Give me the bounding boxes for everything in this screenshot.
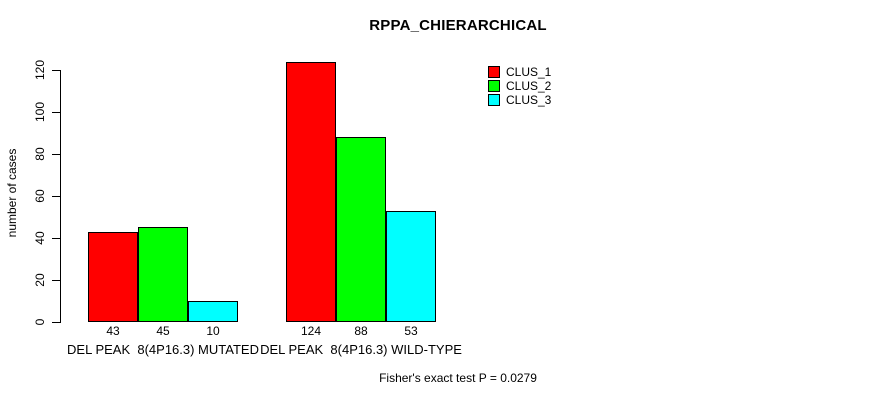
y-tick-label: 20 — [33, 273, 47, 287]
y-tick-mark — [52, 322, 60, 323]
bar-clus_1-group1 — [88, 232, 138, 322]
bar-clus_2-group2 — [336, 137, 386, 322]
y-tick-mark — [52, 196, 60, 197]
bar-clus_3-group1 — [188, 301, 238, 322]
y-tick-label: 80 — [33, 147, 47, 161]
bar-clus_1-group2 — [286, 62, 336, 322]
y-tick-label: 100 — [33, 101, 47, 123]
legend-label: CLUS_3 — [506, 93, 552, 107]
bar-value-label: 88 — [354, 324, 368, 338]
y-tick-mark — [52, 280, 60, 281]
y-tick-label: 0 — [33, 318, 47, 326]
legend-swatch — [488, 66, 500, 78]
group-label: DEL PEAK 8(4P16.3) WILD-TYPE — [260, 342, 462, 357]
y-tick-label: 60 — [33, 189, 47, 203]
bar-value-label: 43 — [106, 324, 120, 338]
group-label: DEL PEAK 8(4P16.3) MUTATED — [67, 342, 259, 357]
legend-swatch — [488, 80, 500, 92]
bar-clus_2-group1 — [138, 227, 188, 322]
y-axis-line — [60, 70, 61, 323]
legend-label: CLUS_1 — [506, 65, 552, 79]
y-axis-label: number of cases — [5, 148, 19, 238]
bar-value-label: 45 — [156, 324, 170, 338]
y-tick-mark — [52, 70, 60, 71]
y-tick-mark — [52, 238, 60, 239]
bar-value-label: 124 — [300, 324, 322, 338]
y-tick-mark — [52, 112, 60, 113]
legend-item-clus_2: CLUS_2 — [488, 79, 551, 93]
stat-annotation: Fisher's exact test P = 0.0279 — [379, 371, 537, 385]
legend: CLUS_1 CLUS_2 CLUS_3 — [488, 65, 551, 107]
legend-item-clus_1: CLUS_1 — [488, 65, 551, 79]
y-tick-label: 120 — [33, 59, 47, 81]
bar-value-label: 10 — [206, 324, 220, 338]
legend-label: CLUS_2 — [506, 79, 552, 93]
bar-clus_3-group2 — [386, 211, 436, 322]
legend-item-clus_3: CLUS_3 — [488, 93, 551, 107]
bar-value-label: 53 — [404, 324, 418, 338]
chart-title: RPPA_CHIERARCHICAL — [369, 17, 547, 34]
y-tick-label: 40 — [33, 231, 47, 245]
legend-swatch — [488, 94, 500, 106]
y-tick-mark — [52, 154, 60, 155]
